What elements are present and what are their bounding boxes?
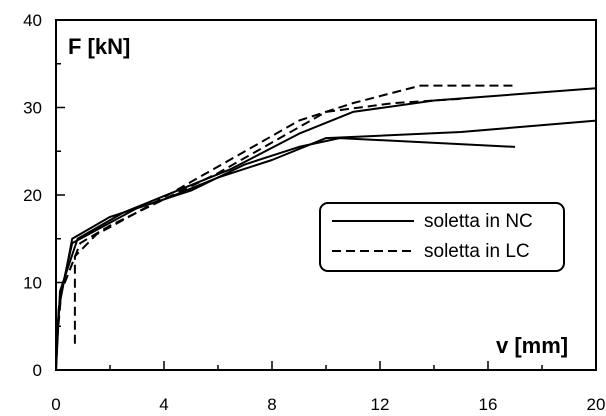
x-axis-title: v [mm] <box>496 333 568 358</box>
x-tick-label: 16 <box>479 395 498 414</box>
plot-frame <box>55 19 597 371</box>
y-axis-title: F [kN] <box>68 34 130 59</box>
x-tick-label: 4 <box>159 395 168 414</box>
y-tick-label: 30 <box>23 99 42 118</box>
legend-label-lc: soletta in LC <box>424 241 530 262</box>
y-tick-label: 10 <box>23 274 42 293</box>
y-tick-label: 0 <box>33 361 42 380</box>
x-tick-label: 0 <box>51 395 60 414</box>
tick-labels: 0 4 8 12 16 20 0 10 20 30 40 <box>23 11 605 414</box>
axis-ticks <box>55 19 597 371</box>
y-tick-label: 40 <box>23 11 42 30</box>
series-lc-line <box>55 97 462 353</box>
series-lc-line <box>73 84 515 344</box>
y-tick-label: 20 <box>23 186 42 205</box>
x-tick-label: 8 <box>267 395 276 414</box>
legend-label-nc: soletta in NC <box>424 211 533 232</box>
plot-lines <box>55 84 597 371</box>
legend: soletta in NC soletta in LC <box>319 202 565 272</box>
x-tick-label: 12 <box>371 395 390 414</box>
x-tick-label: 20 <box>587 395 606 414</box>
